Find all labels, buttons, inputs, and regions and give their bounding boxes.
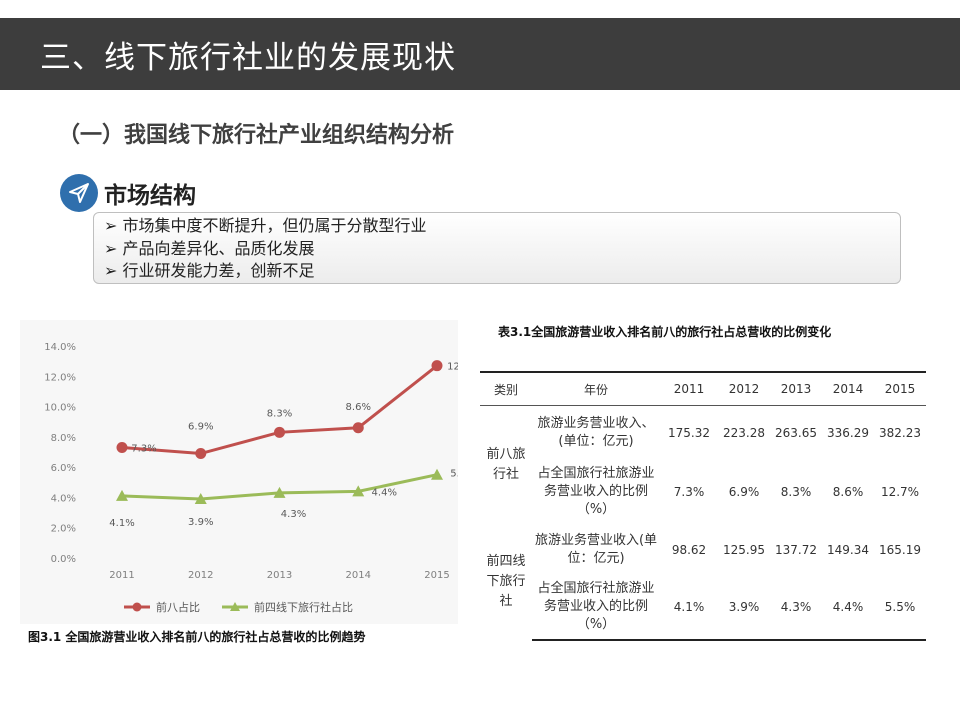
bullet-box	[93, 212, 901, 284]
legend-swatch-marker	[230, 602, 240, 611]
table-cell: 7.3%	[673, 484, 705, 499]
data-point	[431, 360, 443, 372]
table-title: 表3.1全国旅游营业收入排名前八的旅行社占总营收的比例变化	[498, 325, 832, 339]
data-point	[431, 468, 443, 480]
x-tick-label: 2011	[109, 570, 134, 581]
x-tick-label: 2013	[267, 570, 292, 581]
y-tick-label: 0.0%	[51, 554, 76, 565]
bullet-list: ➢ 市场集中度不断提升，但仍属于分散型行业 ➢ 产品向差异化、品质化发展 ➢ 行…	[104, 215, 427, 283]
indicator-label: 占全国旅行社旅游业务营业收入的比例（%）	[532, 575, 660, 641]
data-point	[194, 492, 207, 504]
y-tick-label: 10.0%	[44, 403, 76, 414]
data-point	[352, 422, 364, 434]
table-cell: 4.4%	[822, 575, 874, 641]
table-cell: 149.34	[827, 542, 869, 557]
legend-swatch-marker	[132, 602, 142, 612]
table-cell: 263.65	[775, 425, 817, 440]
figure-caption: 图3.1 全国旅游营业收入排名前八的旅行社占总营收的比例趋势	[28, 630, 366, 644]
paper-plane-icon	[60, 174, 98, 212]
data-point	[274, 426, 285, 438]
chart-panel	[20, 320, 458, 624]
table-cell: 5.5%	[874, 575, 926, 641]
table-cell: 8.3%	[780, 484, 812, 499]
y-tick-label: 14.0%	[44, 342, 76, 353]
indicator-label: 旅游业务营业收入、(单位：亿元)	[537, 415, 655, 449]
data-label: 4.4%	[372, 487, 397, 498]
data-point	[352, 485, 365, 497]
group-label: 前八旅行社	[486, 446, 526, 482]
header-year-cell: 2011	[660, 371, 718, 406]
data-point	[195, 448, 207, 460]
data-label: 6.9%	[188, 422, 213, 433]
header-year-cell: 2014	[822, 371, 874, 406]
y-tick-label: 4.0%	[51, 493, 76, 504]
header-year: 年份	[532, 371, 660, 406]
table-cell: 8.6%	[832, 484, 864, 499]
header-category: 类别	[480, 371, 532, 406]
x-tick-label: 2012	[188, 570, 213, 581]
table-row: 占全国旅行社旅游业务营业收入的比例（%） 7.3% 6.9% 8.3% 8.6%…	[480, 460, 926, 524]
data-table: 类别 年份 2011 2012 2013 2014 2015 前八旅行社 旅游业…	[480, 371, 926, 641]
legend-label: 前四线下旅行社占比	[254, 600, 353, 614]
x-tick-label: 2014	[346, 570, 371, 581]
table-cell: 223.28	[723, 425, 765, 440]
bullet-text: 产品向差异化、品质化发展	[122, 238, 315, 258]
x-tick-label: 2015	[424, 570, 449, 581]
header-year-cell: 2012	[718, 371, 770, 406]
table-row: 前八旅行社 旅游业务营业收入、(单位：亿元) 175.32 223.28 263…	[480, 406, 926, 482]
y-tick-label: 6.0%	[51, 463, 76, 474]
table-cell: 382.23	[879, 425, 921, 440]
table-cell: 3.9%	[718, 575, 770, 641]
table-cell: 4.1%	[660, 575, 718, 641]
bullet-text: 市场集中度不断提升，但仍属于分散型行业	[122, 216, 427, 235]
section-title: 市场结构	[104, 183, 196, 209]
table-cell: 137.72	[775, 542, 817, 557]
data-point	[116, 489, 128, 501]
legend-label: 前八占比	[156, 600, 200, 614]
slide-title: 三、线下旅行社业的发展现状	[40, 40, 456, 76]
data-point	[116, 441, 128, 453]
table-cell: 6.9%	[728, 484, 760, 499]
indicator-label: 旅游业务营业收入(单位：亿元)	[534, 532, 658, 566]
header-year-cell: 2013	[770, 371, 822, 406]
table-cell: 125.95	[723, 542, 765, 557]
table-cell: 175.32	[668, 425, 710, 440]
y-tick-label: 8.0%	[51, 433, 76, 444]
y-tick-label: 12.0%	[44, 372, 76, 383]
table-cell: 165.19	[879, 542, 921, 557]
table-cell: 4.3%	[770, 575, 822, 641]
data-point	[273, 486, 286, 498]
line-chart: 0.0% 2.0% 4.0% 6.0% 8.0% 10.0% 12.0% 14.0% 2011 2…	[44, 342, 458, 614]
data-label: 8.3%	[267, 408, 292, 419]
bullet-item: ➢ 产品向差异化、品质化发展	[104, 238, 315, 258]
data-label: 5.5%	[450, 469, 458, 480]
table-cell: 12.7%	[880, 484, 920, 499]
header-year-cell: 2015	[874, 371, 926, 406]
table-cell: 336.29	[827, 425, 869, 440]
indicator-label: 占全国旅行社旅游业务营业收入的比例（%）	[537, 465, 655, 517]
bullet-item: ➢ 市场集中度不断提升，但仍属于分散型行业	[104, 216, 427, 235]
bullet-item: ➢ 行业研发能力差，创新不足	[104, 261, 315, 280]
section-subtitle: （一）我国线下旅行社产业组织结构分析	[58, 123, 455, 148]
group-label: 前四线下旅行社	[486, 553, 526, 609]
table-row: 前四线下旅行社 旅游业务营业收入(单位：亿元) 98.62 125.95 137…	[480, 524, 926, 609]
table-header-row: 类别 年份 2011 2012 2013 2014 2015	[480, 371, 926, 406]
data-label: 4.3%	[281, 509, 306, 520]
data-label: 4.1%	[109, 518, 134, 529]
data-label: 3.9%	[188, 517, 213, 528]
data-label: 8.6%	[346, 402, 371, 413]
data-label: 7.3%	[131, 443, 156, 454]
table-cell: 98.62	[671, 542, 707, 557]
bullet-text: 行业研发能力差，创新不足	[122, 261, 315, 280]
y-tick-label: 2.0%	[51, 524, 76, 535]
table-row: 占全国旅行社旅游业务营业收入的比例（%） 4.1% 3.9% 4.3% 4.4%…	[480, 575, 926, 641]
data-label: 12.7%	[447, 362, 458, 373]
slide-header: 三、线下旅行社业的发展现状	[0, 18, 960, 90]
